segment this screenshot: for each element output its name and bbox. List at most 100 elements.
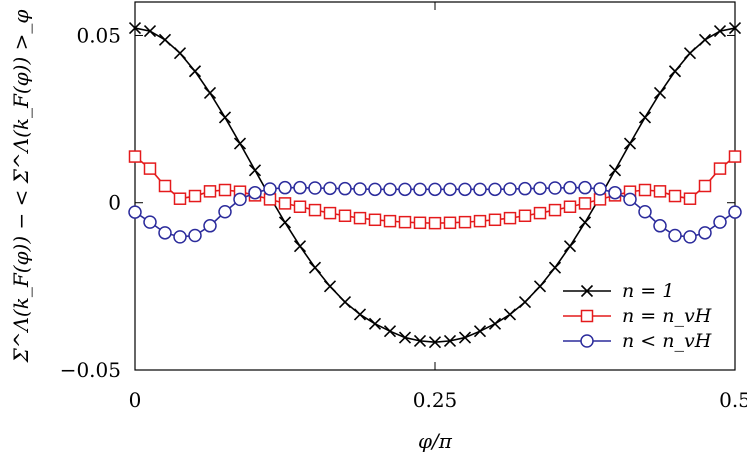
series-0-point-10: [278, 216, 292, 229]
series-0-point-22: [458, 331, 472, 344]
series-0-point-27: [533, 280, 547, 293]
legend-label-1: n = n_vH: [622, 305, 712, 327]
series-2-point-32: [608, 185, 622, 200]
series-0-point-35: [653, 86, 667, 100]
series-2-point-40: [728, 205, 742, 219]
y-axis-label: Σ^Λ(k_F(φ)) − < Σ^Λ(k_F(φ)) >_φ: [9, 10, 33, 364]
series-1-point-19: [413, 216, 427, 230]
legend-entry-0: n = 1: [563, 280, 674, 302]
x-tick-label-0: 0: [129, 388, 142, 412]
series-2-point-8: [248, 185, 262, 200]
series-1-point-1: [143, 162, 157, 175]
series-2-point-39: [713, 215, 727, 229]
series-0-point-32: [608, 164, 622, 177]
series-1-point-4: [188, 189, 202, 203]
series-1-point-35: [653, 185, 667, 198]
series-2-point-35: [653, 219, 667, 233]
series-0-point-11: [293, 240, 307, 253]
series-2-point-31: [593, 182, 607, 196]
series-2-point-30: [578, 180, 592, 195]
series-2-point-25: [503, 182, 517, 196]
series-0-point-15: [353, 308, 367, 321]
series-0-point-7: [233, 137, 247, 150]
series-2-point-4: [188, 228, 202, 243]
series-1-point-37: [683, 192, 697, 205]
series-0-point-8: [248, 164, 262, 177]
series-2-point-13: [323, 181, 337, 196]
series-0-point-25: [503, 308, 517, 321]
series-1-point-21: [443, 216, 457, 230]
legend: n = 1 n = n_vHn < n_vH: [563, 280, 712, 352]
series-2-point-20: [428, 182, 442, 197]
series-2-point-15: [353, 182, 367, 196]
series-1-point-25: [503, 211, 517, 225]
series-2-point-12: [308, 181, 322, 195]
series-0-point-29: [563, 240, 577, 253]
series-0-point-0: [128, 22, 142, 35]
series-2-point-9: [263, 182, 277, 196]
series-0-point-17: [383, 325, 397, 338]
series-0-point-20: [428, 336, 442, 349]
series-2-point-22: [458, 182, 472, 197]
x-tick-label-2: 0.5: [719, 388, 747, 412]
series-2: [128, 180, 742, 244]
series-1-point-3: [173, 192, 187, 205]
series-2-point-34: [638, 205, 652, 219]
series-1-point-38: [698, 179, 712, 193]
series-1-point-2: [158, 179, 172, 193]
series-2-point-10: [278, 180, 292, 195]
series-1-point-28: [548, 203, 562, 217]
series-1-point-27: [533, 206, 547, 220]
series-0-point-16: [368, 317, 382, 330]
series-2-point-5: [203, 219, 217, 233]
series-2-point-19: [413, 182, 427, 197]
series-0-point-3: [173, 47, 187, 60]
series-2-point-37: [683, 230, 697, 244]
series-1-point-23: [473, 214, 487, 228]
series-0-point-19: [413, 334, 427, 347]
series-0-point-4: [188, 65, 202, 78]
legend-label-2: n < n_vH: [622, 330, 712, 352]
legend-marker-2: [580, 334, 594, 348]
series-0-point-33: [623, 137, 637, 150]
series-2-point-24: [488, 182, 502, 197]
series-2-point-14: [338, 181, 352, 196]
series-1-point-30: [578, 197, 592, 210]
series-1-point-17: [383, 214, 397, 228]
legend-marker-0: [580, 284, 594, 298]
series-2-point-26: [518, 181, 532, 196]
series-0-point-34: [638, 111, 652, 124]
legend-label-0: n = 1: [622, 280, 674, 302]
series-2-point-11: [293, 180, 307, 195]
series-0-point-28: [548, 261, 562, 274]
series-2-point-36: [668, 228, 682, 243]
series-0-point-21: [443, 334, 457, 347]
series-1-point-15: [353, 211, 367, 225]
series-1: [128, 150, 742, 230]
series-1-point-36: [668, 189, 682, 203]
series-1-point-22: [458, 215, 472, 229]
series-0-point-18: [398, 331, 412, 344]
series-0-point-24: [488, 317, 502, 330]
y-tick-label-0: 0.05: [76, 23, 121, 47]
series-1-point-14: [338, 209, 352, 223]
series-0-point-5: [203, 86, 217, 100]
series-0-point-2: [158, 33, 172, 46]
series-2-point-29: [563, 180, 577, 195]
series-0-point-6: [218, 111, 232, 124]
series-1-point-6: [218, 183, 232, 197]
x-axis-label: φ/π: [418, 429, 453, 453]
series-0-point-12: [308, 261, 322, 274]
series-0-point-37: [683, 47, 697, 60]
series-1-point-20: [428, 216, 442, 230]
series-0-point-30: [578, 216, 592, 229]
series-1-point-24: [488, 213, 502, 227]
series-1-point-26: [518, 209, 532, 223]
series-1-point-18: [398, 215, 412, 229]
series-layer: [128, 22, 742, 349]
series-2-point-7: [233, 192, 247, 207]
series-1-point-40: [728, 150, 742, 163]
series-2-point-16: [368, 182, 382, 197]
series-2-point-21: [443, 182, 457, 197]
